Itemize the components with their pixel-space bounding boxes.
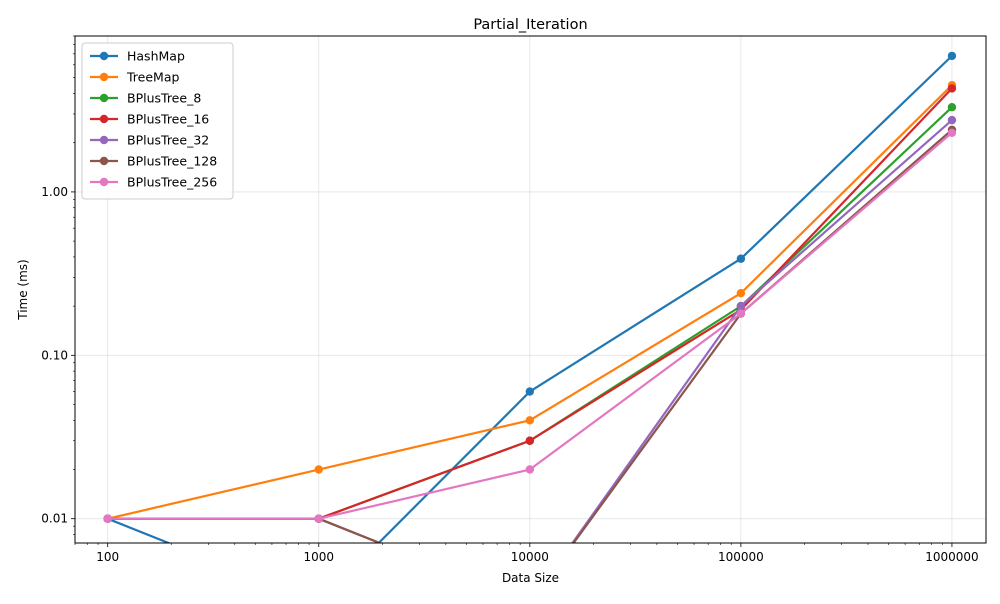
legend-label: BPlusTree_8 — [127, 91, 201, 106]
data-point — [947, 115, 957, 125]
legend-label: BPlusTree_256 — [127, 175, 217, 190]
data-point — [947, 102, 957, 112]
chart-title: Partial_Iteration — [473, 17, 587, 33]
legend-swatch-marker — [99, 93, 109, 103]
y-tick-label: 0.10 — [41, 348, 68, 362]
data-point — [525, 416, 535, 425]
series-lines — [103, 51, 957, 543]
legend-swatch-marker — [99, 72, 109, 82]
data-point — [947, 128, 957, 138]
legend-label: TreeMap — [126, 70, 179, 85]
legend-swatch-marker — [99, 135, 109, 145]
x-tick-label: 1000 — [303, 550, 334, 564]
legend: HashMap TreeMap BPlusTree_8 BPlusTree_16 BPl… — [81, 42, 234, 200]
data-point — [736, 301, 746, 311]
legend-swatch-marker — [99, 156, 109, 166]
plot-frame — [74, 35, 987, 544]
legend-swatch-marker — [99, 51, 109, 61]
legend-label: HashMap — [127, 49, 185, 64]
data-point — [525, 387, 535, 396]
series-BPlusTree_256 — [103, 128, 957, 523]
data-point — [736, 288, 746, 298]
x-tick-label: 100 — [96, 550, 119, 564]
legend-label: BPlusTree_32 — [127, 133, 209, 148]
y-tick-label: 1.00 — [41, 185, 68, 199]
data-point — [736, 254, 746, 263]
legend-label: BPlusTree_128 — [127, 154, 217, 169]
x-axis-label: Data Size — [502, 571, 559, 585]
data-point — [947, 51, 957, 61]
data-point — [525, 436, 535, 445]
data-point — [525, 465, 535, 474]
x-tick-label: 100000 — [718, 550, 764, 564]
legend-label: BPlusTree_16 — [127, 112, 209, 127]
x-tick-label: 1000000 — [925, 550, 978, 564]
data-point — [314, 514, 323, 523]
y-axis-label: Time (ms) — [16, 259, 30, 321]
data-point — [314, 465, 323, 474]
data-point — [947, 84, 957, 93]
y-tick-label: 0.01 — [41, 512, 68, 526]
axes: 100 1000 10000 100000 1000000 0.01 0.10 1.00 — [41, 35, 979, 564]
data-point — [103, 514, 112, 523]
legend-swatch-marker — [99, 114, 109, 124]
data-point — [736, 309, 746, 318]
x-tick-label: 10000 — [511, 550, 549, 564]
legend-swatch-marker — [99, 177, 109, 187]
legend-box — [81, 42, 234, 200]
